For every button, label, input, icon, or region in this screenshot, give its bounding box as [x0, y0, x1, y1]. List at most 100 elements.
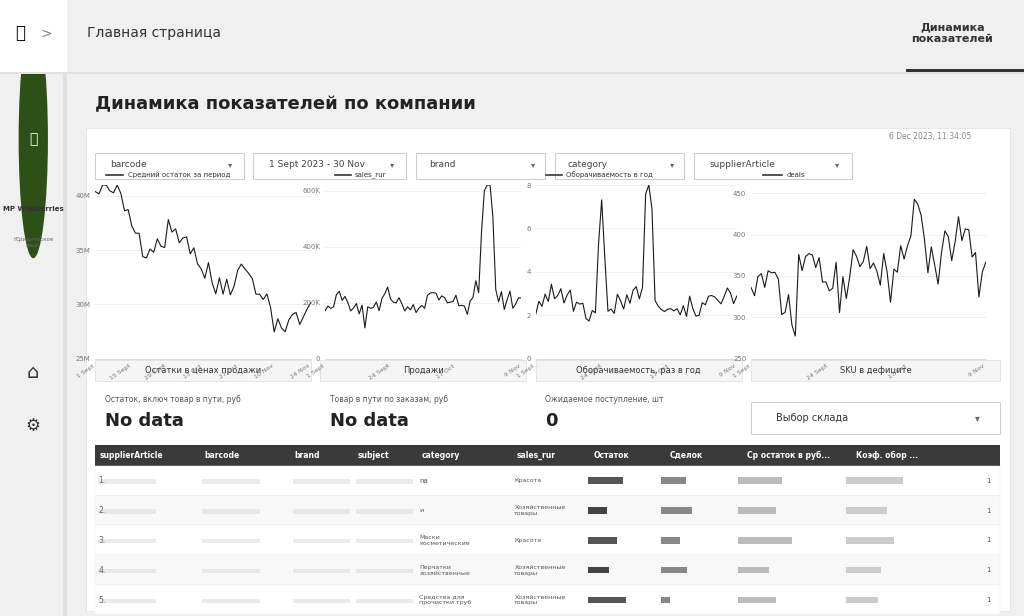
FancyBboxPatch shape: [846, 477, 903, 484]
FancyBboxPatch shape: [95, 466, 1000, 496]
Text: 4.: 4.: [98, 565, 105, 575]
Text: No data: No data: [104, 412, 183, 430]
FancyBboxPatch shape: [589, 567, 608, 573]
Text: Красота: Красота: [514, 478, 542, 483]
Text: 1: 1: [986, 537, 990, 543]
Text: brand: brand: [429, 161, 456, 169]
FancyBboxPatch shape: [660, 567, 687, 573]
FancyBboxPatch shape: [846, 508, 888, 514]
Text: Юридическое
лицо: Юридическое лицо: [13, 237, 53, 248]
FancyBboxPatch shape: [253, 153, 407, 179]
Text: Главная страница: Главная страница: [87, 26, 221, 40]
Text: na: na: [420, 478, 428, 484]
FancyBboxPatch shape: [660, 477, 686, 484]
FancyBboxPatch shape: [293, 479, 350, 484]
Text: Средства для
прочистки труб: Средства для прочистки труб: [420, 594, 472, 606]
FancyBboxPatch shape: [589, 477, 624, 484]
FancyBboxPatch shape: [752, 402, 1000, 434]
Text: ▾: ▾: [835, 161, 839, 169]
Text: 🌿: 🌿: [29, 132, 38, 146]
FancyBboxPatch shape: [95, 585, 1000, 615]
Text: 1: 1: [986, 478, 990, 484]
Text: 6 Dec 2023, 11:34:05: 6 Dec 2023, 11:34:05: [889, 132, 972, 141]
FancyBboxPatch shape: [356, 539, 414, 543]
FancyBboxPatch shape: [95, 555, 1000, 585]
Text: и: и: [420, 508, 424, 513]
FancyBboxPatch shape: [846, 567, 881, 573]
Text: Оборачиваемость в год: Оборачиваемость в год: [566, 171, 652, 178]
FancyBboxPatch shape: [293, 569, 350, 573]
Text: 5.: 5.: [98, 596, 105, 604]
Text: Хозяйственные
товары: Хозяйственные товары: [514, 505, 565, 516]
Text: 1 Sept 2023 - 30 Nov: 1 Sept 2023 - 30 Nov: [268, 161, 365, 169]
Text: 1: 1: [986, 508, 990, 514]
FancyBboxPatch shape: [293, 539, 350, 543]
FancyBboxPatch shape: [95, 445, 1000, 466]
Text: ▾: ▾: [975, 413, 980, 423]
Bar: [63, 74, 67, 616]
FancyBboxPatch shape: [737, 537, 792, 544]
FancyBboxPatch shape: [846, 597, 878, 603]
Text: Красота: Красота: [514, 538, 542, 543]
FancyBboxPatch shape: [589, 537, 616, 544]
Circle shape: [18, 20, 48, 258]
FancyBboxPatch shape: [555, 153, 684, 179]
Text: Оборачиваемость, раз в год: Оборачиваемость, раз в год: [577, 367, 701, 376]
Text: Ср остаток в руб...: Ср остаток в руб...: [746, 451, 830, 460]
FancyBboxPatch shape: [536, 360, 741, 381]
Text: Выбор склада: Выбор склада: [776, 413, 848, 423]
Text: 0: 0: [545, 412, 558, 430]
Text: Перчатки
хозяйственные: Перчатки хозяйственные: [420, 565, 470, 575]
Text: 1: 1: [986, 597, 990, 603]
FancyBboxPatch shape: [202, 539, 260, 543]
Text: SKU в дефиците: SKU в дефиците: [840, 367, 911, 376]
Text: 1.: 1.: [98, 476, 105, 485]
Text: Динамика показателей по компании: Динамика показателей по компании: [95, 95, 476, 113]
Text: ▾: ▾: [227, 161, 231, 169]
FancyBboxPatch shape: [693, 153, 852, 179]
Text: 1: 1: [986, 567, 990, 573]
Text: subject: subject: [358, 451, 389, 460]
FancyBboxPatch shape: [98, 479, 156, 484]
FancyBboxPatch shape: [202, 479, 260, 484]
Text: sales_rur: sales_rur: [354, 171, 386, 178]
Text: supplierArticle: supplierArticle: [100, 451, 164, 460]
FancyBboxPatch shape: [98, 539, 156, 543]
FancyBboxPatch shape: [202, 599, 260, 603]
Text: Продажи: Продажи: [402, 367, 443, 376]
Text: Сделок: Сделок: [670, 451, 703, 460]
FancyBboxPatch shape: [95, 360, 310, 381]
FancyBboxPatch shape: [98, 509, 156, 514]
Text: Средний остаток за период: Средний остаток за период: [128, 171, 229, 178]
Text: MP Wildberries: MP Wildberries: [3, 206, 63, 213]
Text: ▾: ▾: [530, 161, 535, 169]
FancyBboxPatch shape: [660, 597, 671, 603]
Text: Хозяйственные
товары: Хозяйственные товары: [514, 594, 565, 606]
FancyBboxPatch shape: [737, 508, 775, 514]
FancyBboxPatch shape: [356, 569, 414, 573]
FancyBboxPatch shape: [660, 508, 692, 514]
FancyBboxPatch shape: [416, 153, 545, 179]
Text: supplierArticle: supplierArticle: [710, 161, 775, 169]
Text: Динамика
показателей: Динамика показателей: [911, 22, 993, 44]
FancyBboxPatch shape: [293, 599, 350, 603]
FancyBboxPatch shape: [752, 360, 1000, 381]
FancyBboxPatch shape: [321, 360, 526, 381]
Text: sales_rur: sales_rur: [516, 451, 555, 460]
Text: >: >: [40, 26, 52, 40]
Text: ⌂: ⌂: [27, 363, 40, 381]
FancyBboxPatch shape: [95, 525, 1000, 555]
Text: ▾: ▾: [670, 161, 674, 169]
FancyBboxPatch shape: [293, 509, 350, 514]
FancyBboxPatch shape: [95, 496, 1000, 525]
Text: brand: brand: [295, 451, 321, 460]
Bar: [0, 71, 1024, 74]
FancyBboxPatch shape: [356, 599, 414, 603]
Text: Ожидаемое поступление, шт: Ожидаемое поступление, шт: [545, 395, 664, 403]
FancyBboxPatch shape: [660, 537, 680, 544]
Text: No data: No data: [330, 412, 409, 430]
FancyBboxPatch shape: [0, 0, 67, 74]
FancyBboxPatch shape: [95, 153, 244, 179]
Text: Товар в пути по заказам, руб: Товар в пути по заказам, руб: [330, 395, 447, 403]
FancyBboxPatch shape: [846, 537, 894, 544]
